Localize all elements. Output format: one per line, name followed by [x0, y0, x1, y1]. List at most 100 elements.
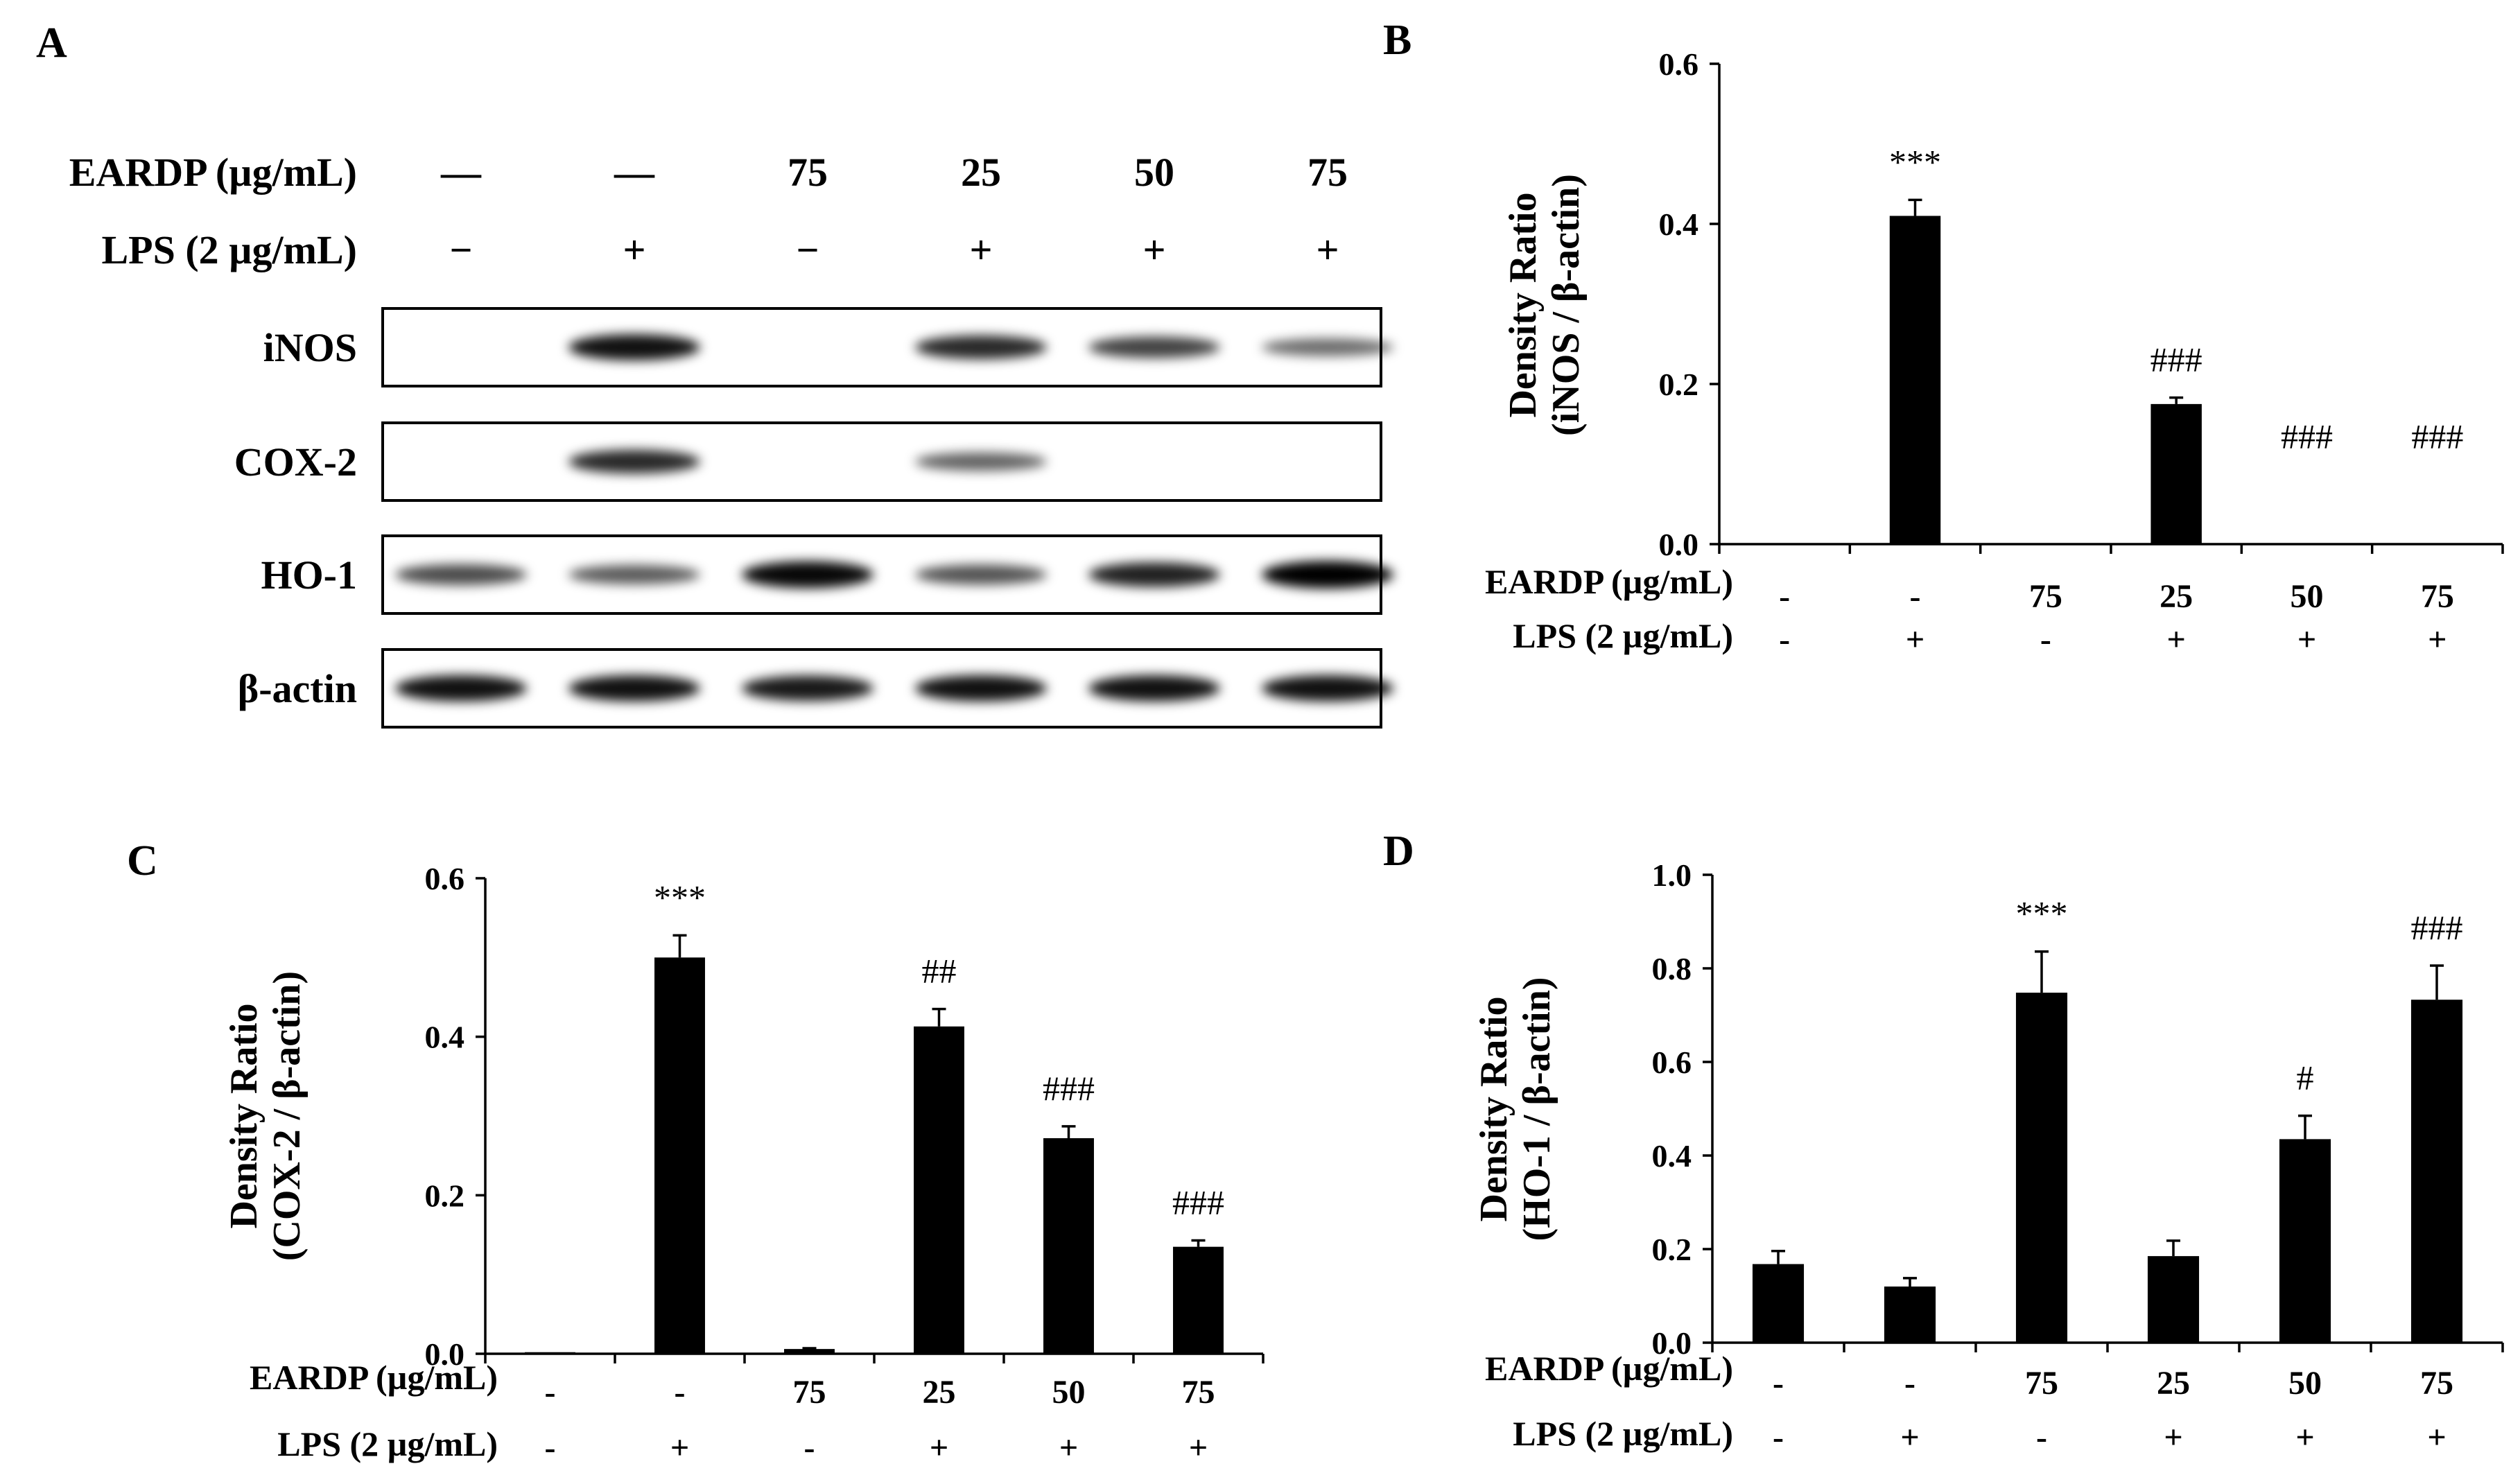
x-category-lps: + [2428, 621, 2447, 658]
x-category-lps: + [1059, 1429, 1078, 1466]
bar [1043, 1138, 1094, 1354]
blot-treatment-value: + [1142, 227, 1165, 272]
bar [1752, 1264, 1805, 1343]
x-category-eardp: 75 [2025, 1365, 2058, 1402]
blot-treatment-value: 50 [1134, 150, 1174, 195]
y-tick-label: 0.4 [1659, 207, 1699, 242]
bar [2147, 1256, 2200, 1343]
y-axis-label-line2: (HO-1 / β-actin) [1515, 977, 1558, 1241]
x-category-lps: + [2166, 621, 2185, 658]
bar [2150, 403, 2202, 544]
x-category-lps: - [2036, 1419, 2047, 1456]
blot-treatment-value: — [440, 150, 482, 195]
significance-marker: ### [2150, 340, 2202, 379]
blot-band [915, 452, 1047, 471]
significance-marker: *** [1889, 142, 1941, 181]
blot-band [915, 335, 1047, 360]
x-category-eardp: - [1773, 1365, 1784, 1402]
x-category-eardp: 75 [793, 1374, 826, 1411]
blot-treatment-value: 75 [788, 150, 828, 195]
blot-band [568, 565, 700, 584]
y-tick-label: 0.2 [1659, 367, 1699, 402]
significance-marker: ### [2411, 417, 2463, 455]
blot-treatment-label: LPS (2 µg/mL) [101, 227, 357, 272]
bar [525, 1352, 575, 1354]
blot-band [1262, 561, 1393, 589]
blot-band [568, 449, 700, 474]
blot-band [1262, 338, 1393, 356]
x-category-eardp: 25 [2160, 578, 2193, 615]
x-category-eardp: 25 [923, 1374, 956, 1411]
x-category-lps: - [2040, 621, 2051, 658]
x-category-eardp: - [1904, 1365, 1915, 1402]
bar [784, 1349, 835, 1354]
y-tick-label: 0.0 [425, 1336, 465, 1372]
bar [914, 1026, 964, 1354]
bar [2279, 1139, 2331, 1343]
significance-marker: ### [2281, 417, 2333, 455]
x-category-lps: + [2297, 621, 2316, 658]
x-category-lps: + [1900, 1419, 1919, 1456]
x-row-label-lps: LPS (2 µg/mL) [1513, 1414, 1733, 1453]
y-tick-label: 0.4 [1652, 1138, 1692, 1174]
x-category-eardp: 25 [2157, 1365, 2190, 1402]
y-axis-label-line2: (COX-2 / β-actin) [266, 971, 309, 1261]
blot-row-label: β-actin [238, 666, 357, 711]
blot-band [1088, 336, 1220, 358]
bar [1884, 1287, 1936, 1343]
bar [2015, 993, 2068, 1343]
x-row-label-eardp: EARDP (µg/mL) [250, 1358, 498, 1397]
x-category-eardp: - [1910, 578, 1921, 615]
blot-treatment-value: − [796, 227, 819, 272]
blot-band [915, 564, 1047, 585]
y-tick-label: 0.6 [1659, 46, 1699, 82]
blot-frame [381, 307, 1382, 387]
x-row-label-eardp: EARDP (µg/mL) [1485, 562, 1733, 601]
x-category-eardp: 75 [2420, 1365, 2453, 1402]
x-category-lps: + [930, 1429, 948, 1466]
blot-band [1088, 675, 1220, 701]
x-row-label-eardp: EARDP (µg/mL) [1485, 1349, 1733, 1388]
x-category-eardp: - [545, 1374, 556, 1411]
y-tick-label: 0.2 [425, 1178, 465, 1213]
blot-frame [381, 421, 1382, 502]
significance-marker: # [2297, 1058, 2314, 1097]
y-tick-label: 0.2 [1652, 1232, 1692, 1267]
x-category-eardp: 75 [2029, 578, 2062, 615]
y-tick-label: 0.6 [1652, 1045, 1692, 1080]
y-tick-label: 0.8 [1652, 951, 1692, 986]
x-row-label-lps: LPS (2 µg/mL) [277, 1424, 498, 1463]
chart-ho1-ratio: 0.0 0.2 0.4 0.6 0.8 1.0 Density Ratio (HO-1 / β… [1472, 857, 2504, 1456]
x-category-lps: + [2164, 1419, 2182, 1456]
significance-marker: *** [654, 878, 706, 916]
blot-row-label: HO-1 [261, 552, 357, 598]
blot-frame [381, 648, 1382, 729]
x-category-lps: + [2427, 1419, 2446, 1456]
x-category-eardp: 50 [2291, 578, 2324, 615]
blot-band [395, 564, 527, 586]
blot-row-label: iNOS [263, 325, 357, 370]
x-category-eardp: 50 [2288, 1365, 2322, 1402]
y-tick-label: 0.0 [1659, 527, 1699, 562]
blot-band [1088, 562, 1220, 587]
panel-label-c: C [127, 837, 158, 884]
blot-band [568, 675, 700, 701]
bar [2410, 1000, 2463, 1343]
x-category-lps: + [1906, 621, 1924, 658]
x-row-label-lps: LPS (2 µg/mL) [1513, 616, 1733, 655]
significance-marker: *** [2016, 894, 2068, 933]
x-category-lps: - [804, 1429, 815, 1466]
chart-cox2-ratio: 0.0 0.2 0.4 0.6 Density Ratio (COX-2 / β-acti… [223, 861, 1265, 1466]
x-category-lps: - [545, 1429, 556, 1466]
y-tick-label: 1.0 [1652, 857, 1692, 893]
x-category-lps: + [1189, 1429, 1208, 1466]
blot-band [395, 675, 527, 701]
x-category-eardp: 75 [2421, 578, 2454, 615]
blot-frame [381, 534, 1382, 615]
x-category-lps: - [1773, 1419, 1784, 1456]
y-axis-label-line1: Density Ratio [1502, 192, 1545, 417]
panel-label-b: B [1383, 17, 1411, 64]
blot-treatment-value: + [1316, 227, 1339, 272]
blot-treatment-value: + [623, 227, 645, 272]
